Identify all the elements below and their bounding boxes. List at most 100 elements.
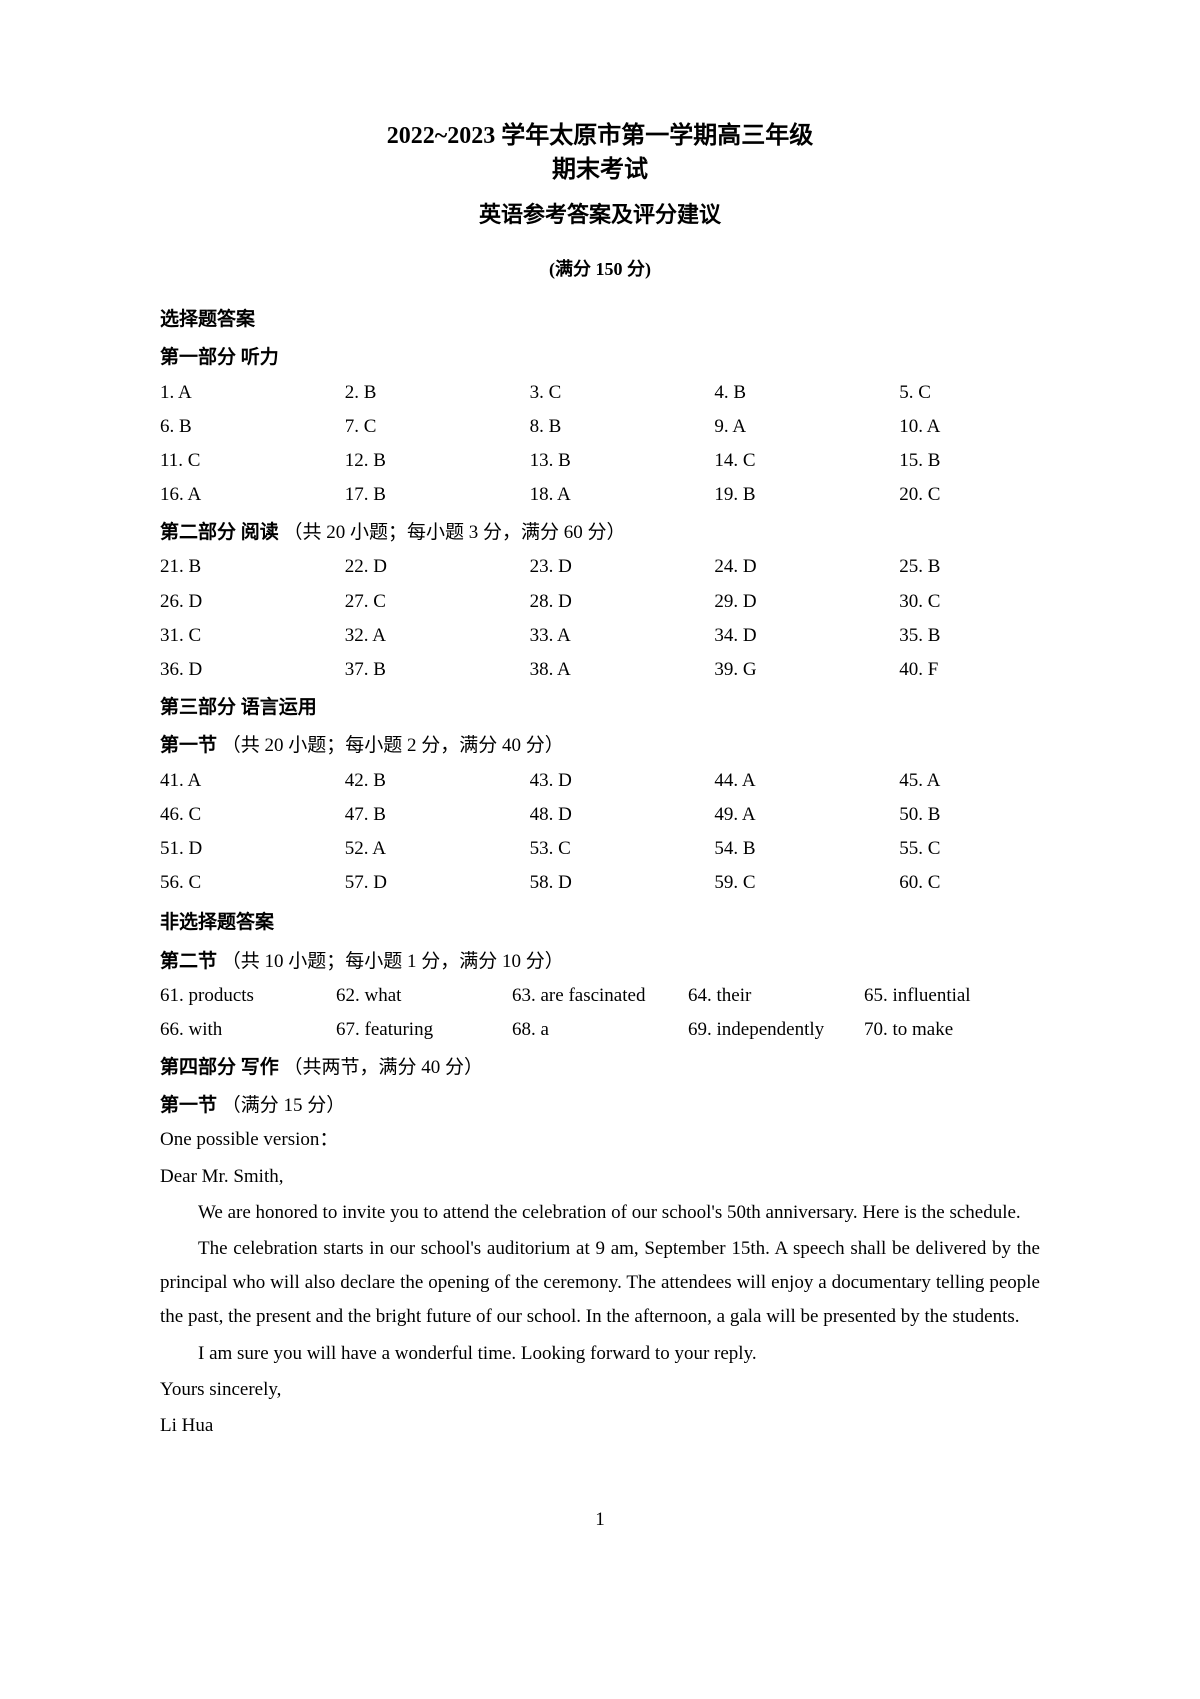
fill-cell: 64. their [688, 979, 864, 1013]
answer-cell: 49. A [714, 798, 899, 832]
answer-cell: 28. D [530, 585, 715, 619]
answer-cell: 35. B [899, 619, 1040, 653]
answer-cell: 45. A [899, 764, 1040, 798]
answer-cell: 43. D [530, 764, 715, 798]
possible-version: One possible version： [160, 1123, 1040, 1157]
answer-cell: 44. A [714, 764, 899, 798]
part3-answers: 41. A 42. B 43. D 44. A 45. A 46. C 47. … [160, 764, 1040, 901]
sec2-heading: 第二节 （共 10 小题；每小题 1 分，满分 10 分） [160, 945, 1040, 979]
answer-cell: 57. D [345, 866, 530, 900]
part2-answers: 21. B 22. D 23. D 24. D 25. B 26. D 27. … [160, 550, 1040, 687]
part4-desc: （共两节，满分 40 分） [284, 1057, 484, 1078]
answer-cell: 2. B [345, 376, 530, 410]
answer-cell: 55. C [899, 832, 1040, 866]
answer-cell: 56. C [160, 866, 345, 900]
fill-cell: 66. with [160, 1013, 336, 1047]
part4-sec1-label: 第一节 [160, 1095, 217, 1116]
nonmc-heading: 非选择题答案 [160, 906, 1040, 940]
answer-cell: 5. C [899, 376, 1040, 410]
letter-p2: The celebration starts in our school's a… [160, 1232, 1040, 1335]
answer-cell: 16. A [160, 478, 345, 512]
answer-cell: 54. B [714, 832, 899, 866]
part3-sec1-desc: （共 20 小题；每小题 2 分，满分 40 分） [222, 735, 564, 756]
mc-heading: 选择题答案 [160, 303, 1040, 337]
answer-cell: 25. B [899, 550, 1040, 584]
answer-cell: 10. A [899, 410, 1040, 444]
answer-cell: 27. C [345, 585, 530, 619]
letter-body: One possible version： Dear Mr. Smith, We… [160, 1123, 1040, 1443]
part4-label: 第四部分 写作 [160, 1057, 279, 1078]
part2-label: 第二部分 阅读 [160, 522, 279, 543]
letter-closing1: Yours sincerely, [160, 1373, 1040, 1407]
answer-cell: 32. A [345, 619, 530, 653]
answer-cell: 11. C [160, 444, 345, 478]
answer-cell: 33. A [530, 619, 715, 653]
part4-sec1-desc: （满分 15 分） [222, 1095, 346, 1116]
part2-heading: 第二部分 阅读 （共 20 小题；每小题 3 分，满分 60 分） [160, 516, 1040, 550]
part3-sec1-heading: 第一节 （共 20 小题；每小题 2 分，满分 40 分） [160, 729, 1040, 763]
answer-cell: 53. C [530, 832, 715, 866]
answer-cell: 59. C [714, 866, 899, 900]
answer-cell: 17. B [345, 478, 530, 512]
sec2-label: 第二节 [160, 951, 217, 972]
letter-p1: We are honored to invite you to attend t… [160, 1196, 1040, 1230]
answer-cell: 23. D [530, 550, 715, 584]
answer-cell: 34. D [714, 619, 899, 653]
fill-cell: 61. products [160, 979, 336, 1013]
answer-cell: 20. C [899, 478, 1040, 512]
answer-cell: 50. B [899, 798, 1040, 832]
answer-cell: 24. D [714, 550, 899, 584]
answer-cell: 36. D [160, 653, 345, 687]
fill-cell: 69. independently [688, 1013, 864, 1047]
answer-cell: 37. B [345, 653, 530, 687]
fill-cell: 63. are fascinated [512, 979, 688, 1013]
answer-cell: 42. B [345, 764, 530, 798]
answer-cell: 8. B [530, 410, 715, 444]
title-line-1: 2022~2023 学年太原市第一学期高三年级 [160, 120, 1040, 154]
part4-heading: 第四部分 写作 （共两节，满分 40 分） [160, 1051, 1040, 1085]
subtitle: 英语参考答案及评分建议 [160, 195, 1040, 235]
answer-cell: 51. D [160, 832, 345, 866]
answer-cell: 58. D [530, 866, 715, 900]
answer-cell: 26. D [160, 585, 345, 619]
answer-cell: 40. F [899, 653, 1040, 687]
answer-cell: 9. A [714, 410, 899, 444]
answer-cell: 29. D [714, 585, 899, 619]
answer-cell: 7. C [345, 410, 530, 444]
full-mark: (满分 150 分) [160, 253, 1040, 285]
title-line-2: 期末考试 [160, 154, 1040, 188]
answer-cell: 31. C [160, 619, 345, 653]
answer-cell: 3. C [530, 376, 715, 410]
answer-cell: 30. C [899, 585, 1040, 619]
part1-answers: 1. A 2. B 3. C 4. B 5. C 6. B 7. C 8. B … [160, 376, 1040, 513]
part4-sec1-heading: 第一节 （满分 15 分） [160, 1089, 1040, 1123]
answer-cell: 18. A [530, 478, 715, 512]
answer-cell: 21. B [160, 550, 345, 584]
fill-cell: 68. a [512, 1013, 688, 1047]
answer-cell: 60. C [899, 866, 1040, 900]
fill-cell: 62. what [336, 979, 512, 1013]
answer-cell: 41. A [160, 764, 345, 798]
answer-cell: 12. B [345, 444, 530, 478]
answer-cell: 14. C [714, 444, 899, 478]
answer-cell: 47. B [345, 798, 530, 832]
part3-sec1-label: 第一节 [160, 735, 217, 756]
sec2-desc: （共 10 小题；每小题 1 分，满分 10 分） [222, 951, 564, 972]
part1-label: 第一部分 听力 [160, 341, 1040, 375]
part2-desc: （共 20 小题；每小题 3 分，满分 60 分） [284, 522, 626, 543]
letter-greeting: Dear Mr. Smith, [160, 1160, 1040, 1194]
answer-cell: 15. B [899, 444, 1040, 478]
fill-cell: 70. to make [864, 1013, 1040, 1047]
answer-cell: 19. B [714, 478, 899, 512]
answer-cell: 39. G [714, 653, 899, 687]
answer-cell: 48. D [530, 798, 715, 832]
answer-cell: 13. B [530, 444, 715, 478]
letter-closing2: Li Hua [160, 1409, 1040, 1443]
answer-cell: 46. C [160, 798, 345, 832]
sec2-answers: 61. products 62. what 63. are fascinated… [160, 979, 1040, 1047]
page-number: 1 [160, 1503, 1040, 1537]
answer-cell: 52. A [345, 832, 530, 866]
fill-cell: 65. influential [864, 979, 1040, 1013]
answer-cell: 22. D [345, 550, 530, 584]
answer-cell: 4. B [714, 376, 899, 410]
